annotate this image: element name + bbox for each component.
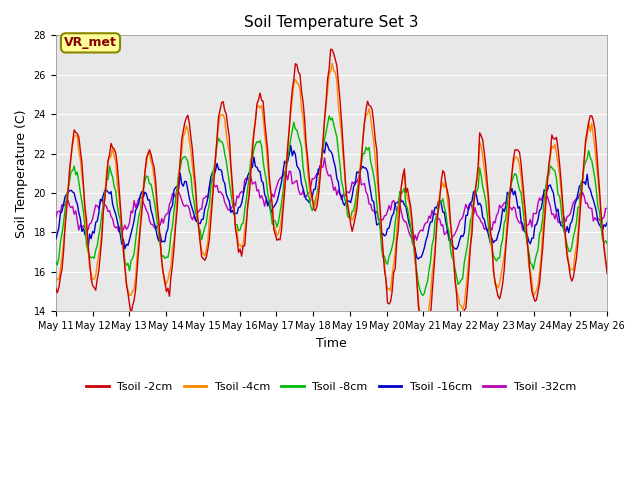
Tsoil -4cm <box>604 262 611 268</box>
Tsoil -16cm <box>414 256 422 262</box>
Tsoil -32cm <box>52 215 60 220</box>
Text: VR_met: VR_met <box>64 36 117 49</box>
Tsoil -32cm <box>321 155 328 161</box>
Y-axis label: Soil Temperature (C): Soil Temperature (C) <box>15 109 28 238</box>
Tsoil -32cm <box>235 195 243 201</box>
Tsoil -32cm <box>120 227 127 232</box>
Tsoil -16cm <box>293 163 301 168</box>
Line: Tsoil -4cm: Tsoil -4cm <box>56 63 607 332</box>
Tsoil -16cm <box>575 183 583 189</box>
Line: Tsoil -16cm: Tsoil -16cm <box>56 142 607 259</box>
Tsoil -2cm <box>120 247 127 253</box>
Tsoil -8cm <box>419 292 427 298</box>
Tsoil -4cm <box>293 80 301 86</box>
Tsoil -8cm <box>293 127 301 133</box>
Tsoil -2cm <box>293 62 301 68</box>
Tsoil -8cm <box>244 185 252 191</box>
Tsoil -2cm <box>604 270 611 276</box>
Tsoil -16cm <box>216 167 224 172</box>
Tsoil -2cm <box>235 250 243 255</box>
Tsoil -4cm <box>52 278 60 284</box>
Tsoil -4cm <box>120 247 127 253</box>
Tsoil -16cm <box>235 204 243 210</box>
Tsoil -4cm <box>575 207 583 213</box>
Tsoil -8cm <box>216 139 224 144</box>
Tsoil -8cm <box>52 259 60 265</box>
Tsoil -8cm <box>235 228 243 234</box>
Tsoil -2cm <box>244 203 252 208</box>
Tsoil -2cm <box>575 217 583 223</box>
Tsoil -4cm <box>328 60 336 66</box>
Tsoil -2cm <box>52 285 60 291</box>
Tsoil -16cm <box>120 236 127 242</box>
Title: Soil Temperature Set 3: Soil Temperature Set 3 <box>244 15 419 30</box>
Tsoil -16cm <box>604 219 611 225</box>
Tsoil -4cm <box>244 203 252 209</box>
Tsoil -8cm <box>604 240 611 246</box>
Line: Tsoil -8cm: Tsoil -8cm <box>56 116 607 295</box>
X-axis label: Time: Time <box>316 336 347 349</box>
Tsoil -32cm <box>293 178 301 183</box>
Tsoil -8cm <box>120 244 127 250</box>
Tsoil -32cm <box>575 191 583 197</box>
Tsoil -16cm <box>244 173 252 179</box>
Legend: Tsoil -2cm, Tsoil -4cm, Tsoil -8cm, Tsoil -16cm, Tsoil -32cm: Tsoil -2cm, Tsoil -4cm, Tsoil -8cm, Tsoi… <box>82 377 581 396</box>
Tsoil -8cm <box>575 203 583 209</box>
Tsoil -32cm <box>244 177 252 182</box>
Tsoil -2cm <box>420 345 428 350</box>
Tsoil -4cm <box>422 329 429 335</box>
Tsoil -32cm <box>410 239 417 245</box>
Tsoil -4cm <box>235 243 243 249</box>
Tsoil -4cm <box>216 113 224 119</box>
Line: Tsoil -2cm: Tsoil -2cm <box>56 49 607 348</box>
Tsoil -2cm <box>216 107 224 113</box>
Tsoil -8cm <box>325 113 333 119</box>
Tsoil -32cm <box>604 205 611 211</box>
Tsoil -16cm <box>52 236 60 242</box>
Tsoil -16cm <box>322 139 330 145</box>
Tsoil -32cm <box>216 189 224 194</box>
Line: Tsoil -32cm: Tsoil -32cm <box>56 158 607 242</box>
Tsoil -2cm <box>327 47 335 52</box>
